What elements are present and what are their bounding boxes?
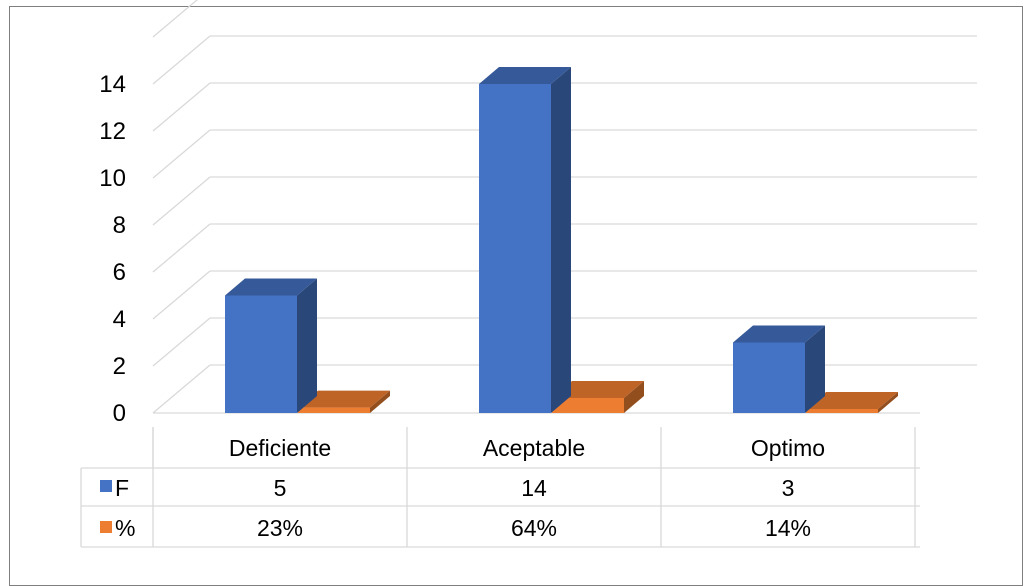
y-tick-label: 2 [113, 353, 126, 380]
bar-pct-side [878, 392, 898, 413]
bar-pct-top [298, 390, 390, 408]
category-label: Aceptable [483, 435, 585, 461]
y-tick-label: 14 [99, 71, 126, 98]
legend-swatch-f [100, 480, 112, 492]
bar-pct-deficiente [298, 407, 370, 413]
bar-pct-aceptable [552, 397, 624, 413]
y-tick-label: 4 [113, 306, 126, 333]
category-label: Deficiente [229, 435, 331, 461]
data-table: Deficiente 5 23% Aceptable 14 64% Optimo 3 14% F% [80, 427, 920, 548]
bar-f-optimo [733, 342, 805, 413]
legend-swatch-pct [100, 521, 112, 533]
data-label-f: 14 [521, 475, 547, 501]
bar-f-deficiente-top [225, 278, 317, 296]
gridline-diagonal [152, 270, 211, 320]
bars [225, 67, 898, 413]
category-label: Optimo [751, 435, 825, 461]
bar-f-optimo-top [733, 325, 825, 343]
legend-label-pct: % [115, 515, 135, 541]
bar-f-aceptable-top [479, 67, 571, 84]
gridline-diagonal [152, 129, 211, 179]
bar-f-aceptable-side [551, 67, 571, 413]
gridline-diagonal [152, 176, 211, 226]
legend-label-f: F [115, 475, 129, 501]
bar-chart-3d: 0 2 4 6 8 10 12 14 Deficiente 5 23% Aceptable 14 64%… [80, 0, 977, 548]
data-label-f: 3 [782, 475, 795, 501]
gridline-diagonal [152, 364, 211, 414]
y-tick-label: 8 [113, 212, 126, 239]
bar-f-deficiente [225, 295, 297, 413]
bar-f-deficiente-side [297, 278, 317, 413]
y-tick-label: 6 [113, 259, 126, 286]
gridline-diagonal [152, 317, 211, 367]
gridline-diagonal [152, 82, 211, 132]
y-tick-label: 10 [99, 165, 126, 192]
gridline-diagonal [152, 0, 198, 38]
y-tick-label: 12 [99, 118, 126, 145]
bar-pct-top [806, 392, 898, 409]
data-label-pct: 64% [511, 515, 557, 541]
y-axis-ticks: 0 2 4 6 8 10 12 14 [99, 71, 126, 427]
bar-pct-top [552, 380, 644, 398]
gridline-diagonal [152, 35, 211, 85]
bar-f-optimo-side [805, 325, 825, 413]
gridline-diagonal [152, 223, 211, 273]
bar-pct-optimo [806, 409, 878, 413]
bar-pct-side [624, 380, 644, 413]
bar-f-aceptable [479, 84, 551, 413]
y-tick-label: 0 [113, 400, 126, 427]
bar-pct-side [370, 390, 390, 413]
data-label-f: 5 [274, 475, 287, 501]
data-label-pct: 23% [257, 515, 303, 541]
data-label-pct: 14% [765, 515, 811, 541]
